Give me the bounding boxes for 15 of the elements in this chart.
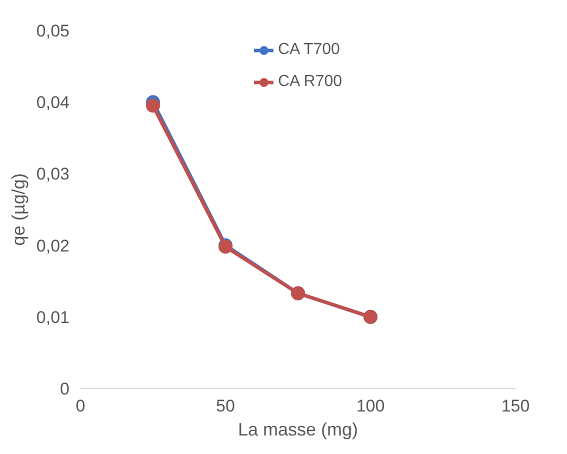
- y-tick-label: 0,02: [36, 236, 70, 256]
- y-tick-label: 0,01: [36, 308, 70, 327]
- x-axis-title: La masse (mg): [238, 420, 358, 440]
- x-tick-label: 150: [501, 396, 530, 416]
- point: [146, 98, 160, 113]
- legend-label: CA T700: [278, 41, 340, 59]
- x-tick-label: 50: [216, 396, 235, 416]
- y-tick-label: 0,03: [36, 164, 70, 184]
- x-tick-label: 0: [76, 396, 86, 416]
- x-tick-label: 100: [356, 396, 385, 416]
- y-tick-label: 0: [60, 380, 70, 398]
- y-axis-title: qe (µg/g): [8, 173, 28, 246]
- y-tick-label: 0,05: [36, 22, 70, 40]
- y-tick-label: 0,04: [36, 93, 70, 112]
- legend-label: CA R700: [278, 73, 342, 91]
